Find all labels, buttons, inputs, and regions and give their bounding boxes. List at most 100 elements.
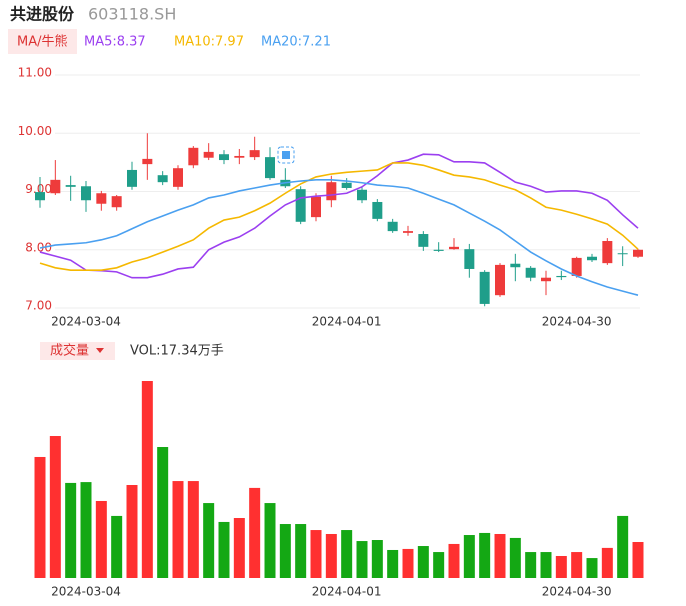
candle-body — [587, 256, 597, 261]
x-tick-label: 2024-04-30 — [542, 315, 612, 329]
candle-body — [403, 231, 413, 233]
candle-body — [633, 249, 643, 257]
candle-body — [372, 201, 383, 219]
legend-entry: MA20:7.21 — [261, 35, 331, 50]
candle-body — [249, 150, 260, 158]
candle-body — [357, 189, 367, 201]
volume-bar — [80, 482, 92, 578]
volume-bar — [479, 532, 491, 578]
x-tick-label: 2024-04-01 — [312, 585, 382, 599]
volume-bar — [417, 546, 429, 578]
candle-body — [571, 257, 582, 276]
candle-body — [81, 186, 91, 201]
indicator-button[interactable]: MA/牛熊 — [17, 34, 68, 50]
candle-body — [617, 253, 628, 255]
candle-body — [157, 175, 168, 183]
candle-body — [510, 263, 521, 268]
volume-bar — [126, 485, 138, 578]
volume-bar — [95, 500, 107, 578]
y-tick-label: 9.00 — [25, 182, 52, 196]
dropdown-arrow[interactable] — [96, 348, 104, 353]
candle-body — [188, 147, 199, 166]
volume-bar — [65, 482, 77, 578]
volume-bar — [111, 515, 123, 578]
y-tick-label: 7.00 — [25, 299, 52, 313]
x-tick-label: 2024-04-30 — [542, 585, 612, 599]
volume-bar — [218, 521, 230, 578]
stock-name: 共进股份 — [10, 5, 75, 24]
candle-body — [479, 271, 490, 304]
candle-body — [234, 155, 245, 158]
candle-body — [326, 182, 337, 201]
y-tick-label: 10.00 — [18, 124, 52, 138]
volume-bar — [295, 524, 307, 578]
volume-legend: VOL:17.34万手 — [130, 344, 224, 359]
candle-body — [96, 193, 107, 204]
volume-bar — [279, 524, 291, 578]
candle-body — [449, 246, 459, 250]
candle-body — [525, 267, 536, 278]
volume-bar — [310, 530, 322, 578]
ma-line — [39, 162, 639, 271]
candle-body — [265, 157, 275, 179]
candle-body — [142, 158, 153, 165]
volume-bar — [141, 381, 153, 578]
volume-bar — [555, 555, 567, 578]
marker-icon[interactable] — [277, 146, 295, 164]
y-tick-label: 11.00 — [18, 66, 52, 80]
volume-bar — [187, 481, 199, 578]
candle-body — [341, 182, 352, 189]
x-tick-label: 2024-03-04 — [51, 315, 121, 329]
candle-body — [541, 277, 551, 282]
legend-entry: MA5:8.37 — [84, 35, 146, 50]
indicator-button-bg[interactable] — [8, 29, 77, 54]
candle-body — [495, 264, 505, 296]
volume-bar — [249, 487, 261, 578]
candle-body — [203, 151, 214, 158]
candle-body — [35, 192, 45, 201]
ma-line — [39, 153, 639, 279]
volume-bar — [157, 447, 169, 578]
candle-body — [65, 185, 76, 187]
stock-code: 603118.SH — [88, 5, 176, 24]
volume-bar — [264, 503, 276, 578]
volume-bar — [509, 537, 521, 578]
volume-bar — [433, 552, 445, 578]
volume-button-bg[interactable] — [40, 342, 115, 360]
candle-body — [173, 168, 183, 187]
volume-bar — [525, 552, 537, 578]
candle-body — [111, 196, 122, 208]
candle-body — [387, 221, 398, 232]
volume-bar — [34, 456, 46, 578]
ma-line — [39, 179, 639, 296]
marker-icon-core[interactable] — [282, 151, 290, 159]
candle-body — [418, 234, 429, 247]
volume-bar — [356, 541, 368, 578]
volume-bar — [494, 533, 506, 578]
volume-bar — [402, 548, 414, 578]
legend-entry: MA10:7.97 — [174, 35, 244, 50]
volume-bar — [632, 542, 644, 578]
candle-body — [127, 169, 137, 187]
candle-body — [602, 241, 613, 264]
candle-body — [311, 196, 321, 218]
volume-bar — [325, 533, 337, 578]
candle-body — [219, 154, 229, 161]
candle-body — [464, 249, 475, 269]
volume-bar — [617, 515, 629, 578]
volume-bar — [448, 543, 460, 578]
y-tick-label: 8.00 — [25, 240, 52, 254]
volume-bar — [540, 552, 552, 578]
candle-body — [556, 275, 567, 278]
x-tick-label: 2024-04-01 — [312, 315, 382, 329]
candle-body — [295, 189, 306, 222]
volume-bar — [341, 530, 353, 578]
candle-body — [50, 179, 61, 194]
volume-bar — [203, 503, 215, 578]
x-tick-label: 2024-03-04 — [51, 585, 121, 599]
volume-button[interactable]: 成交量 — [50, 343, 89, 359]
volume-bar — [571, 552, 583, 578]
volume-bar — [172, 481, 184, 578]
volume-bar — [586, 558, 598, 578]
